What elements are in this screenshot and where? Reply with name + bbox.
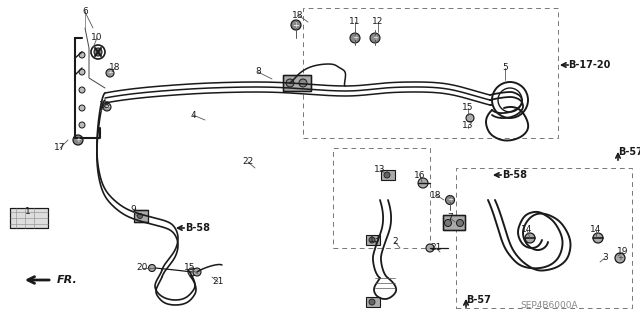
Circle shape (286, 79, 294, 87)
Circle shape (525, 233, 535, 243)
Circle shape (369, 299, 375, 305)
Circle shape (94, 48, 102, 56)
Text: 13: 13 (369, 235, 381, 244)
Text: 12: 12 (372, 18, 384, 26)
Circle shape (350, 33, 360, 43)
Circle shape (79, 87, 85, 93)
Circle shape (79, 52, 85, 58)
Bar (443, 215, 465, 230)
Circle shape (615, 253, 625, 263)
Text: 18: 18 (430, 190, 442, 199)
Circle shape (106, 69, 114, 77)
Text: 18: 18 (99, 101, 111, 110)
Text: 9: 9 (130, 205, 136, 214)
Circle shape (73, 135, 83, 145)
Bar (283, 75, 311, 91)
Bar (381, 170, 395, 180)
Text: 17: 17 (54, 144, 66, 152)
Bar (333, 148, 430, 248)
Text: +: + (617, 255, 623, 261)
Text: 1: 1 (25, 207, 31, 217)
Text: 6: 6 (82, 8, 88, 17)
Text: SEP4B6000A: SEP4B6000A (520, 300, 578, 309)
Text: 15: 15 (184, 263, 196, 272)
Text: +: + (107, 70, 113, 76)
Text: 5: 5 (502, 63, 508, 72)
Circle shape (426, 244, 434, 252)
Text: 7: 7 (447, 213, 453, 222)
Circle shape (418, 178, 428, 188)
Text: 19: 19 (617, 248, 628, 256)
Bar (10, 208, 48, 228)
Circle shape (79, 122, 85, 128)
Text: 10: 10 (92, 33, 103, 42)
Text: B-57: B-57 (466, 295, 491, 305)
Text: 13: 13 (462, 121, 474, 130)
Text: 3: 3 (602, 254, 608, 263)
Circle shape (384, 172, 390, 178)
Text: 20: 20 (136, 263, 148, 272)
Text: +: + (352, 35, 358, 41)
Circle shape (369, 237, 375, 243)
Text: 18: 18 (109, 63, 121, 72)
Bar (10, 208, 48, 228)
Circle shape (138, 213, 143, 219)
Circle shape (370, 33, 380, 43)
Text: +: + (447, 197, 453, 203)
Circle shape (79, 69, 85, 75)
Text: 21: 21 (430, 243, 442, 253)
Text: 14: 14 (522, 226, 532, 234)
Circle shape (445, 196, 454, 204)
Circle shape (148, 264, 156, 271)
Bar (443, 215, 465, 230)
Text: +: + (75, 137, 81, 143)
Circle shape (291, 20, 301, 30)
Circle shape (188, 268, 196, 276)
Text: FR.: FR. (57, 275, 77, 285)
Text: 8: 8 (255, 68, 261, 77)
Text: 13: 13 (374, 166, 386, 174)
Text: 21: 21 (212, 278, 224, 286)
Circle shape (456, 219, 463, 226)
Circle shape (445, 219, 451, 226)
Text: 14: 14 (590, 226, 602, 234)
Bar (134, 210, 148, 222)
Text: 18: 18 (292, 11, 304, 19)
Circle shape (466, 114, 474, 122)
Text: B-58: B-58 (502, 170, 527, 180)
Circle shape (103, 103, 111, 111)
Circle shape (299, 79, 307, 87)
Bar (283, 75, 311, 91)
Text: B-58: B-58 (185, 223, 210, 233)
Text: 22: 22 (243, 158, 253, 167)
Text: 15: 15 (462, 103, 474, 113)
Text: +: + (104, 104, 110, 110)
Text: 2: 2 (392, 238, 398, 247)
Text: 16: 16 (414, 170, 426, 180)
Bar (366, 297, 380, 307)
Circle shape (193, 268, 201, 276)
Circle shape (79, 105, 85, 111)
Circle shape (593, 233, 603, 243)
Text: 4: 4 (190, 110, 196, 120)
Bar (303, 8, 558, 138)
Text: +: + (372, 35, 378, 41)
Text: +: + (292, 20, 300, 29)
Bar (366, 235, 380, 245)
Text: B-17-20: B-17-20 (568, 60, 611, 70)
Text: B-57: B-57 (618, 147, 640, 157)
Bar (456, 168, 632, 308)
Text: 11: 11 (349, 18, 361, 26)
